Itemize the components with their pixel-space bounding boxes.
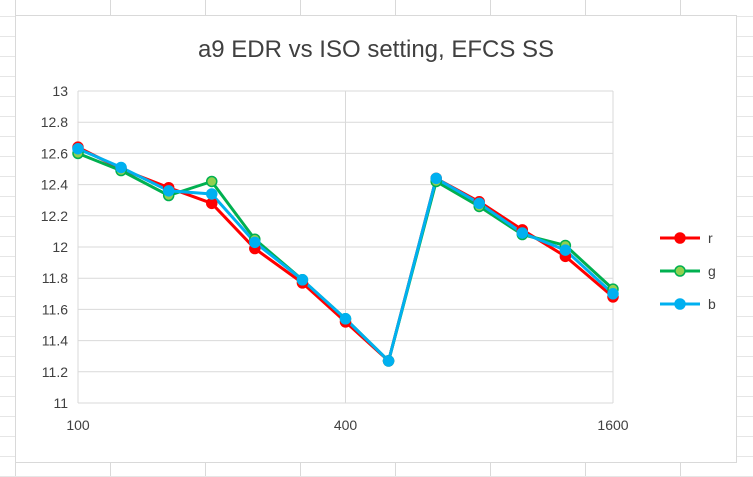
legend-swatch-r — [660, 231, 700, 244]
data-point-b[interactable] — [607, 288, 619, 300]
y-tick-label: 11.4 — [42, 333, 68, 349]
data-point-b[interactable] — [516, 227, 529, 239]
y-tick-label: 12.8 — [41, 114, 68, 130]
legend-label-b: b — [708, 295, 716, 312]
data-point-r[interactable] — [206, 197, 218, 210]
y-tick-label: 11 — [53, 395, 68, 411]
y-tick-label: 11.6 — [42, 301, 68, 317]
legend-label-r: r — [708, 229, 713, 246]
x-tick-label: 100 — [66, 417, 90, 433]
data-point-b[interactable] — [339, 313, 352, 325]
legend-item-b[interactable]: b — [658, 287, 728, 320]
plot-area: 11 11.2 11.4 11.6 11.8 12 12.2 12.4 12.6 12.8 13 10… — [41, 83, 629, 433]
y-tick-label: 12.2 — [41, 208, 68, 224]
x-tick-label: 1600 — [597, 417, 628, 433]
y-tick-label: 12.4 — [41, 177, 68, 193]
data-point-b[interactable] — [72, 142, 84, 155]
y-tick-label: 13 — [52, 83, 68, 99]
data-point-b[interactable] — [559, 244, 572, 256]
data-point-b[interactable] — [162, 185, 175, 197]
legend-swatch-b — [660, 297, 700, 310]
y-tick-label: 11.2 — [42, 364, 68, 380]
data-point-b[interactable] — [473, 197, 485, 210]
legend-label-g: g — [708, 262, 716, 279]
y-tick-label: 12 — [52, 239, 68, 255]
data-point-b[interactable] — [382, 355, 395, 367]
legend-swatch-g — [660, 264, 700, 277]
chart-title: a9 EDR vs ISO setting, EFCS SS — [197, 36, 555, 63]
data-point-b[interactable] — [430, 172, 442, 185]
data-point-b[interactable] — [296, 274, 309, 286]
legend-item-r[interactable]: r — [658, 221, 728, 254]
data-point-b[interactable] — [249, 236, 261, 249]
chart-area[interactable]: a9 EDR vs ISO setting, EFCS SS 11 11.2 11.… — [15, 15, 737, 463]
y-tick-label: 11.8 — [42, 270, 68, 286]
x-tick-label: 400 — [334, 417, 358, 433]
y-tick-label: 12.6 — [41, 145, 68, 161]
data-point-g[interactable] — [206, 175, 218, 188]
data-point-b[interactable] — [115, 161, 127, 174]
data-point-b[interactable] — [206, 188, 218, 200]
legend-item-g[interactable]: g — [658, 254, 728, 287]
